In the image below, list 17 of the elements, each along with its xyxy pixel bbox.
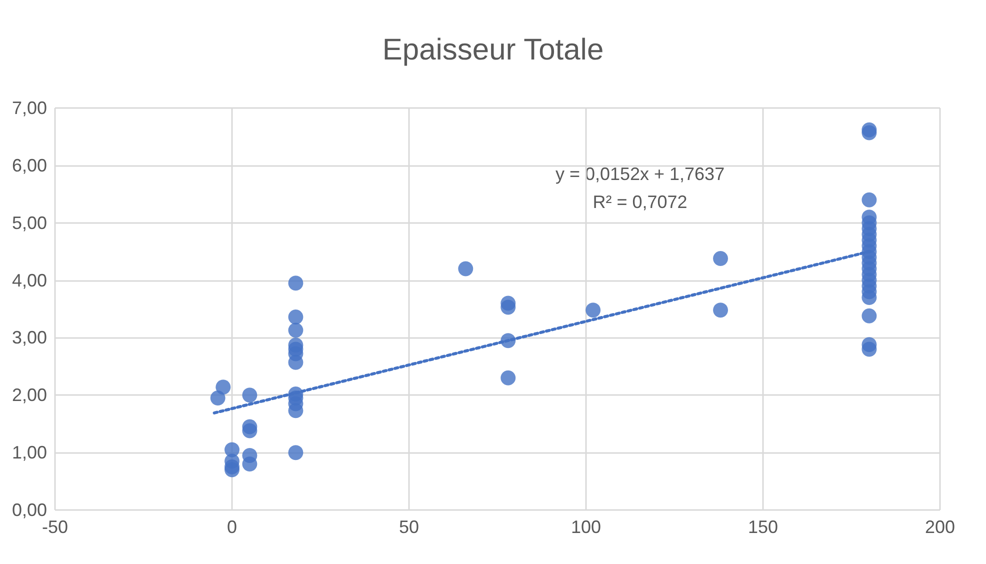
y-tick-label: 0,00 [12,500,47,520]
x-tick-label: 0 [226,517,238,537]
y-tick-label: 2,00 [12,385,47,406]
x-tick-label: 100 [570,517,602,537]
chart-title: Epaisseur Totale [382,34,604,66]
annotation: R² = 0,7072 [592,192,688,212]
x-tick-label: 50 [398,517,420,537]
y-tick-label: 3,00 [12,328,47,348]
annotation: y = 0,0152x + 1,7637 [555,164,725,184]
y-tick-label: 6,00 [12,155,47,176]
x-tick-label: -50 [42,517,68,537]
y-tick-label: 4,00 [12,270,47,290]
y-tick-label: 7,00 [12,98,47,118]
x-tick-label: 200 [924,517,956,537]
y-tick-label: 5,00 [12,212,47,233]
x-tick-label: 150 [748,517,778,537]
y-tick-label: 1,00 [12,442,47,463]
